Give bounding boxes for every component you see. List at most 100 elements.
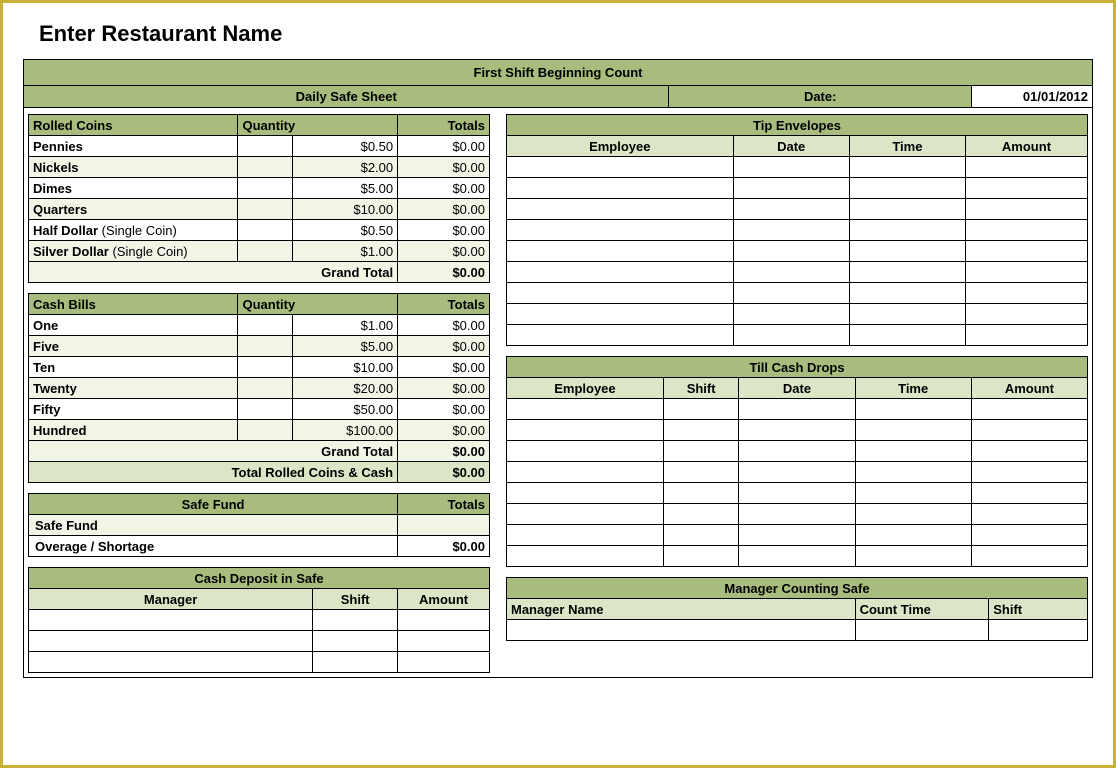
empty-cell[interactable] — [733, 325, 849, 346]
empty-cell[interactable] — [663, 399, 739, 420]
empty-cell[interactable] — [507, 178, 734, 199]
bill-qty-cell[interactable] — [238, 399, 293, 420]
empty-cell[interactable] — [849, 325, 965, 346]
empty-cell[interactable] — [739, 483, 855, 504]
empty-cell[interactable] — [971, 546, 1087, 567]
empty-cell[interactable] — [855, 525, 971, 546]
empty-cell[interactable] — [971, 525, 1087, 546]
bill-qty-cell[interactable] — [238, 420, 293, 441]
empty-cell[interactable] — [971, 420, 1087, 441]
empty-cell[interactable] — [663, 462, 739, 483]
empty-cell[interactable] — [739, 546, 855, 567]
empty-cell[interactable] — [849, 220, 965, 241]
coin-qty-cell[interactable] — [238, 220, 293, 241]
bill-qty-cell[interactable] — [238, 336, 293, 357]
empty-cell[interactable] — [739, 420, 855, 441]
empty-cell[interactable] — [849, 157, 965, 178]
empty-cell[interactable] — [663, 525, 739, 546]
empty-cell[interactable] — [507, 325, 734, 346]
empty-cell[interactable] — [507, 504, 664, 525]
empty-cell[interactable] — [855, 546, 971, 567]
empty-cell[interactable] — [733, 283, 849, 304]
coin-qty-cell[interactable] — [238, 241, 293, 262]
empty-cell[interactable] — [965, 283, 1087, 304]
empty-cell[interactable] — [971, 504, 1087, 525]
empty-cell[interactable] — [971, 441, 1087, 462]
empty-cell[interactable] — [965, 241, 1087, 262]
empty-cell[interactable] — [507, 462, 664, 483]
empty-cell[interactable] — [313, 652, 398, 673]
empty-cell[interactable] — [663, 420, 739, 441]
empty-cell[interactable] — [855, 504, 971, 525]
empty-cell[interactable] — [965, 262, 1087, 283]
empty-cell[interactable] — [965, 220, 1087, 241]
empty-cell[interactable] — [507, 157, 734, 178]
empty-cell[interactable] — [855, 620, 989, 641]
empty-cell[interactable] — [663, 483, 739, 504]
coin-qty-cell[interactable] — [238, 136, 293, 157]
empty-cell[interactable] — [739, 462, 855, 483]
empty-cell[interactable] — [733, 157, 849, 178]
empty-cell[interactable] — [739, 441, 855, 462]
empty-cell[interactable] — [507, 525, 664, 546]
empty-cell[interactable] — [29, 652, 313, 673]
empty-cell[interactable] — [507, 483, 664, 504]
empty-cell[interactable] — [507, 220, 734, 241]
empty-cell[interactable] — [739, 525, 855, 546]
empty-cell[interactable] — [733, 220, 849, 241]
empty-cell[interactable] — [965, 157, 1087, 178]
empty-cell[interactable] — [849, 178, 965, 199]
empty-cell[interactable] — [733, 199, 849, 220]
empty-cell[interactable] — [663, 504, 739, 525]
empty-cell[interactable] — [971, 399, 1087, 420]
bill-qty-cell[interactable] — [238, 378, 293, 399]
empty-cell[interactable] — [855, 441, 971, 462]
empty-cell[interactable] — [313, 631, 398, 652]
empty-cell[interactable] — [855, 399, 971, 420]
empty-cell[interactable] — [507, 420, 664, 441]
empty-cell[interactable] — [29, 631, 313, 652]
empty-cell[interactable] — [398, 652, 490, 673]
empty-cell[interactable] — [507, 620, 856, 641]
empty-cell[interactable] — [313, 610, 398, 631]
empty-cell[interactable] — [971, 483, 1087, 504]
empty-cell[interactable] — [733, 178, 849, 199]
empty-cell[interactable] — [507, 399, 664, 420]
empty-cell[interactable] — [507, 241, 734, 262]
coin-qty-cell[interactable] — [238, 178, 293, 199]
empty-cell[interactable] — [739, 504, 855, 525]
empty-cell[interactable] — [965, 304, 1087, 325]
empty-cell[interactable] — [733, 304, 849, 325]
coin-qty-cell[interactable] — [238, 157, 293, 178]
empty-cell[interactable] — [849, 199, 965, 220]
empty-cell[interactable] — [507, 304, 734, 325]
bill-qty-cell[interactable] — [238, 357, 293, 378]
empty-cell[interactable] — [849, 241, 965, 262]
empty-cell[interactable] — [989, 620, 1088, 641]
empty-cell[interactable] — [29, 610, 313, 631]
empty-cell[interactable] — [849, 262, 965, 283]
empty-cell[interactable] — [507, 262, 734, 283]
empty-cell[interactable] — [507, 283, 734, 304]
empty-cell[interactable] — [663, 546, 739, 567]
empty-cell[interactable] — [398, 610, 490, 631]
empty-cell[interactable] — [855, 420, 971, 441]
empty-cell[interactable] — [965, 325, 1087, 346]
empty-cell[interactable] — [965, 178, 1087, 199]
empty-cell[interactable] — [855, 483, 971, 504]
empty-cell[interactable] — [965, 199, 1087, 220]
empty-cell[interactable] — [739, 399, 855, 420]
bill-qty-cell[interactable] — [238, 315, 293, 336]
empty-cell[interactable] — [855, 462, 971, 483]
empty-cell[interactable] — [733, 262, 849, 283]
coin-qty-cell[interactable] — [238, 199, 293, 220]
empty-cell[interactable] — [663, 441, 739, 462]
empty-cell[interactable] — [507, 199, 734, 220]
empty-cell[interactable] — [849, 304, 965, 325]
empty-cell[interactable] — [849, 283, 965, 304]
empty-cell[interactable] — [971, 462, 1087, 483]
date-value[interactable]: 01/01/2012 — [971, 86, 1092, 108]
safefund-total[interactable] — [398, 515, 490, 536]
empty-cell[interactable] — [507, 441, 664, 462]
empty-cell[interactable] — [507, 546, 664, 567]
